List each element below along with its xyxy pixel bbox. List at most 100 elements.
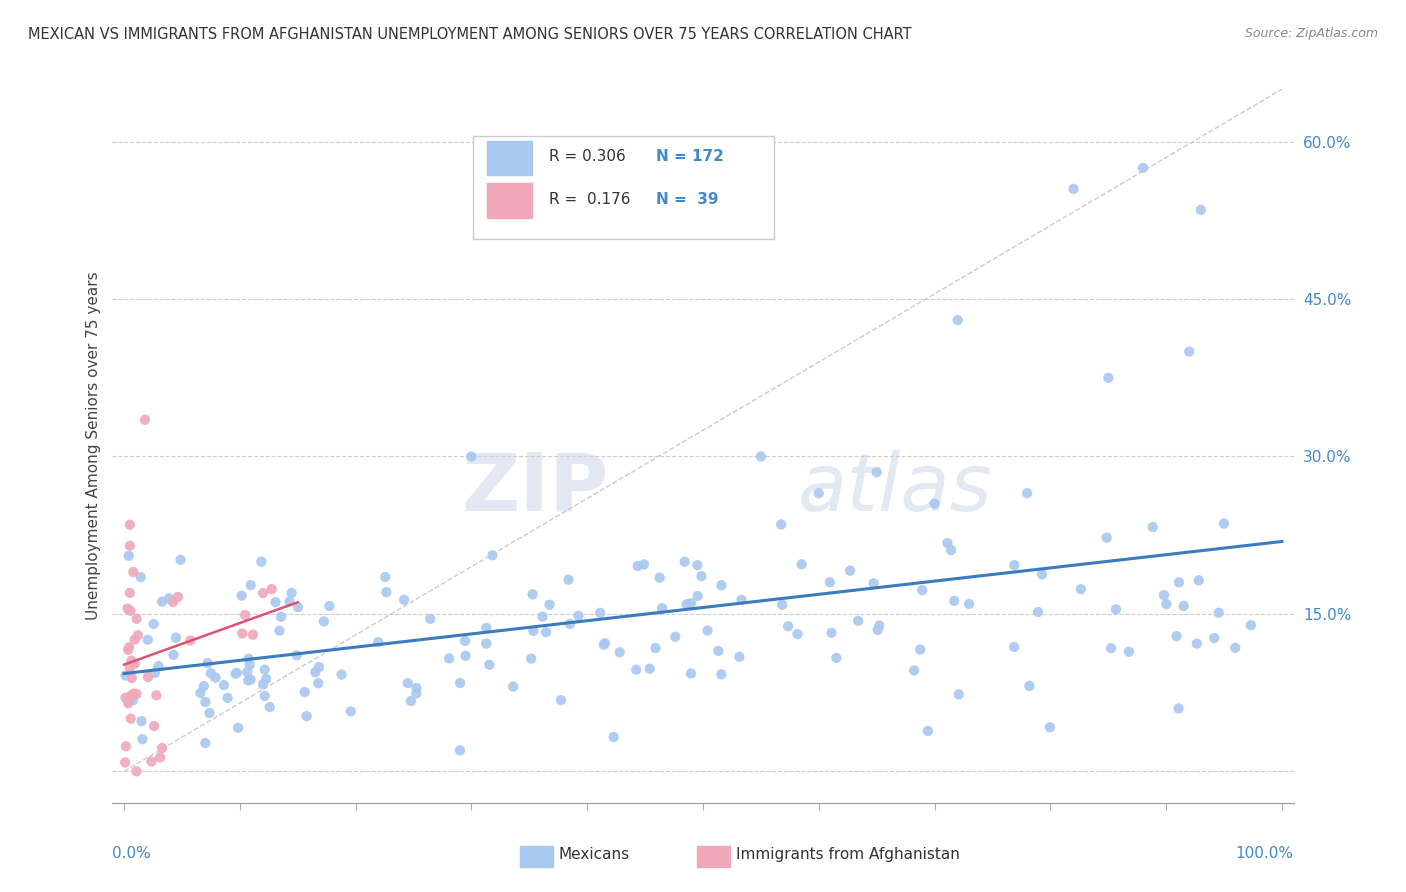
Point — [374, 570, 396, 584]
Point — [260, 582, 283, 596]
Point — [238, 673, 260, 688]
Point — [943, 594, 966, 608]
Point — [198, 706, 221, 720]
Point — [939, 543, 962, 558]
Point — [115, 739, 138, 754]
Point — [307, 676, 329, 690]
Text: atlas: atlas — [797, 450, 993, 528]
Point — [589, 606, 612, 620]
Text: N = 172: N = 172 — [655, 150, 724, 164]
Point — [550, 693, 572, 707]
Point — [233, 608, 256, 623]
Point — [141, 755, 163, 769]
Point — [522, 587, 544, 601]
Point — [710, 578, 733, 592]
Point — [238, 651, 260, 665]
Point — [169, 553, 191, 567]
Point — [194, 695, 217, 709]
Text: Immigrants from Afghanistan: Immigrants from Afghanistan — [737, 847, 960, 863]
Point — [145, 688, 167, 702]
Point — [190, 686, 212, 700]
Point — [339, 704, 361, 718]
Point — [312, 615, 335, 629]
Point — [1173, 599, 1195, 613]
Point — [212, 678, 235, 692]
Point — [270, 610, 292, 624]
Point — [419, 612, 441, 626]
Bar — [486, 184, 531, 218]
Text: MEXICAN VS IMMIGRANTS FROM AFGHANISTAN UNEMPLOYMENT AMONG SENIORS OVER 75 YEARS : MEXICAN VS IMMIGRANTS FROM AFGHANISTAN U… — [28, 27, 911, 42]
Point — [127, 628, 149, 642]
Point — [946, 313, 969, 327]
Point — [820, 625, 842, 640]
Point — [1018, 679, 1040, 693]
Point — [124, 657, 146, 671]
Point — [786, 627, 808, 641]
Point — [259, 700, 281, 714]
Point — [690, 569, 713, 583]
Point — [149, 750, 172, 764]
Point — [1153, 588, 1175, 602]
Point — [239, 657, 262, 672]
Point — [839, 564, 862, 578]
Bar — [697, 846, 730, 867]
Point — [120, 604, 142, 618]
Point — [567, 608, 589, 623]
Y-axis label: Unemployment Among Seniors over 75 years: Unemployment Among Seniors over 75 years — [86, 272, 101, 620]
Point — [454, 648, 477, 663]
Point — [903, 664, 925, 678]
Point — [125, 687, 148, 701]
Point — [120, 654, 142, 668]
Point — [675, 597, 697, 611]
Point — [114, 756, 136, 770]
Point — [686, 558, 709, 573]
Point — [269, 624, 291, 638]
Point — [165, 631, 187, 645]
Point — [114, 690, 136, 705]
Point — [1031, 567, 1053, 582]
Point — [194, 736, 217, 750]
Point — [1099, 641, 1122, 656]
Point — [117, 696, 139, 710]
Point — [399, 694, 422, 708]
Point — [1002, 640, 1025, 654]
Point — [157, 591, 180, 606]
Point — [686, 589, 709, 603]
Point — [770, 517, 793, 532]
Point — [1118, 645, 1140, 659]
Point — [460, 450, 482, 464]
Point — [1225, 640, 1247, 655]
Point — [120, 688, 142, 702]
Point — [330, 667, 353, 681]
Point — [449, 743, 471, 757]
Point — [129, 570, 152, 584]
FancyBboxPatch shape — [472, 136, 773, 239]
Bar — [520, 846, 553, 867]
Point — [287, 600, 309, 615]
Point — [200, 666, 222, 681]
Text: N =  39: N = 39 — [655, 193, 718, 207]
Point — [117, 601, 139, 615]
Point — [150, 741, 173, 756]
Point — [114, 668, 136, 682]
Point — [825, 650, 848, 665]
Point — [846, 614, 869, 628]
Point — [239, 673, 262, 687]
Point — [1070, 582, 1092, 597]
Point — [125, 612, 148, 626]
Point — [278, 594, 301, 608]
Point — [673, 555, 696, 569]
Point — [1178, 344, 1201, 359]
Point — [225, 666, 247, 681]
Point — [534, 625, 557, 640]
Point — [749, 450, 772, 464]
Point — [710, 667, 733, 681]
Point — [405, 686, 427, 700]
Point — [392, 592, 415, 607]
Point — [179, 633, 201, 648]
Point — [778, 619, 800, 633]
Point — [924, 497, 946, 511]
Point — [118, 539, 141, 553]
Point — [502, 680, 524, 694]
Point — [475, 621, 498, 635]
